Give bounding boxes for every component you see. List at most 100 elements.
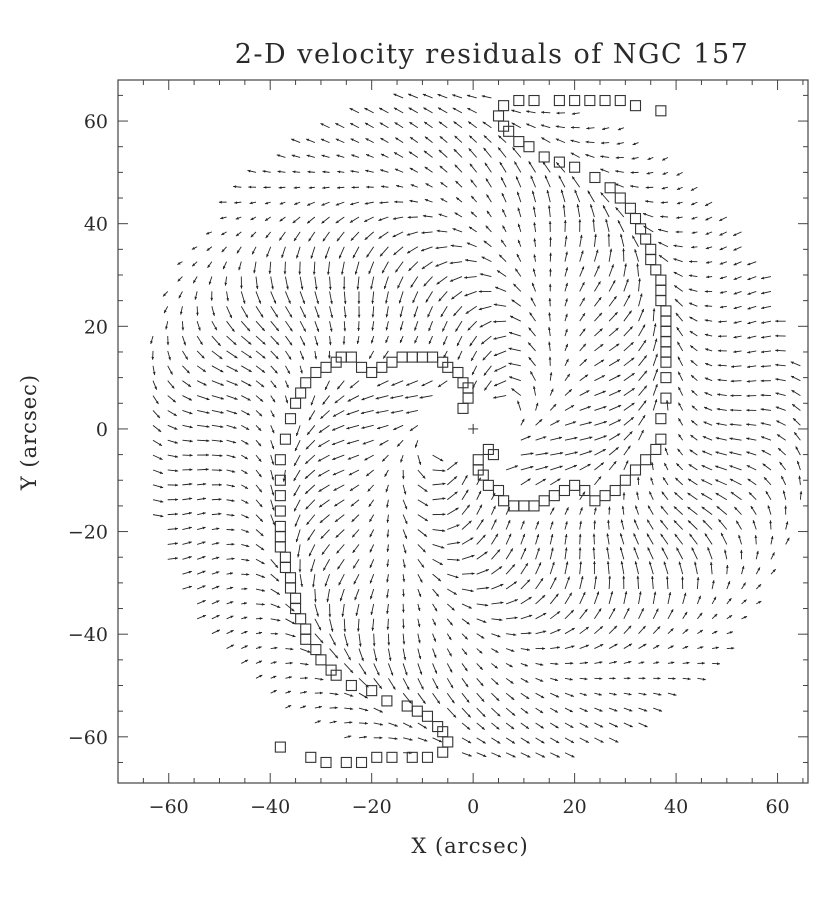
velocity-vector — [726, 581, 731, 590]
arm-2-marker — [498, 100, 510, 112]
velocity-vector — [690, 434, 698, 441]
arm-2-marker — [655, 284, 667, 296]
velocity-vector — [296, 246, 301, 259]
velocity-vector — [211, 454, 223, 458]
velocity-vector — [226, 380, 239, 386]
velocity-vector — [520, 677, 529, 683]
velocity-vector — [733, 350, 742, 354]
velocity-vector — [505, 581, 518, 590]
velocity-vector — [241, 529, 250, 533]
velocity-vector — [725, 564, 729, 575]
velocity-vector — [676, 341, 684, 352]
velocity-vector — [608, 264, 614, 277]
velocity-vector — [349, 380, 360, 389]
velocity-vector — [249, 201, 257, 205]
velocity-vector — [549, 372, 553, 381]
velocity-vector — [388, 737, 398, 740]
velocity-vector — [467, 107, 477, 114]
velocity-vector — [564, 235, 568, 247]
velocity-vector — [413, 306, 419, 318]
velocity-vector — [403, 737, 413, 741]
velocity-vector — [211, 497, 222, 501]
velocity-vector — [653, 644, 660, 649]
velocity-vector — [491, 583, 504, 590]
velocity-vector — [182, 570, 192, 575]
velocity-vector — [298, 559, 302, 573]
velocity-vector — [535, 402, 539, 411]
velocity-vector — [226, 350, 238, 359]
velocity-vector — [709, 561, 713, 575]
velocity-vector — [385, 484, 389, 493]
velocity-vector — [704, 348, 713, 352]
velocity-vector — [465, 305, 477, 315]
velocity-vector — [689, 345, 698, 352]
arm-2-marker — [614, 192, 626, 204]
velocity-vector — [681, 576, 684, 590]
y-tick-label: 40 — [84, 214, 108, 236]
velocity-vector — [608, 327, 619, 337]
plot-frame — [117, 79, 809, 784]
velocity-vector — [211, 629, 221, 635]
velocity-vector — [352, 559, 360, 569]
velocity-vector — [278, 231, 286, 241]
velocity-vector — [520, 707, 529, 714]
velocity-vector — [594, 328, 603, 337]
velocity-vector — [675, 312, 684, 322]
velocity-vector — [446, 475, 458, 486]
velocity-vector — [417, 648, 422, 660]
velocity-vector — [385, 306, 389, 318]
arm-2-marker — [640, 454, 652, 466]
velocity-vector — [358, 735, 367, 739]
velocity-vector — [394, 168, 404, 173]
velocity-vector — [310, 246, 316, 259]
velocity-vector — [329, 648, 339, 659]
velocity-vector — [505, 707, 516, 716]
velocity-vector — [476, 678, 484, 687]
velocity-vector — [270, 588, 281, 595]
velocity-vector — [647, 157, 654, 161]
velocity-vector — [676, 547, 684, 560]
velocity-vector — [255, 573, 266, 578]
velocity-vector — [344, 707, 354, 711]
velocity-vector — [638, 308, 645, 322]
velocity-vector — [461, 722, 471, 731]
velocity-vector — [241, 395, 251, 401]
velocity-vector — [255, 558, 265, 565]
arm-1-marker — [290, 592, 302, 604]
velocity-vector — [579, 591, 586, 605]
velocity-vector — [255, 335, 266, 345]
velocity-vector — [550, 737, 560, 744]
velocity-vector — [564, 576, 570, 590]
velocity-vector — [455, 180, 463, 188]
velocity-vector — [422, 93, 433, 99]
velocity-vector — [601, 127, 610, 131]
arm-1-marker — [300, 623, 312, 635]
y-axis-label: Y (arcsec) — [17, 374, 41, 491]
velocity-vector — [689, 533, 698, 545]
residual-vector-field — [150, 93, 803, 758]
velocity-vector — [570, 152, 580, 158]
velocity-vector — [197, 468, 209, 471]
velocity-vector — [360, 410, 374, 415]
velocity-vector — [520, 435, 531, 441]
velocity-vector — [606, 533, 610, 545]
arm-1-marker — [345, 351, 357, 363]
velocity-vector — [533, 238, 537, 247]
velocity-vector — [600, 141, 610, 145]
velocity-vector — [754, 535, 758, 545]
velocity-vector — [240, 320, 251, 332]
velocity-vector — [696, 595, 701, 605]
velocity-vector — [393, 151, 404, 158]
velocity-vector — [343, 618, 347, 633]
velocity-vector — [331, 439, 345, 446]
velocity-vector — [520, 452, 534, 456]
velocity-vector — [528, 161, 536, 173]
velocity-vector — [270, 661, 277, 664]
velocity-vector — [461, 603, 473, 609]
y-tick-label: 60 — [84, 111, 108, 133]
velocity-vector — [470, 350, 478, 362]
velocity-vector — [638, 324, 646, 337]
arm-2-marker — [492, 110, 505, 122]
velocity-vector — [608, 625, 618, 634]
arm-2-marker — [624, 202, 636, 214]
